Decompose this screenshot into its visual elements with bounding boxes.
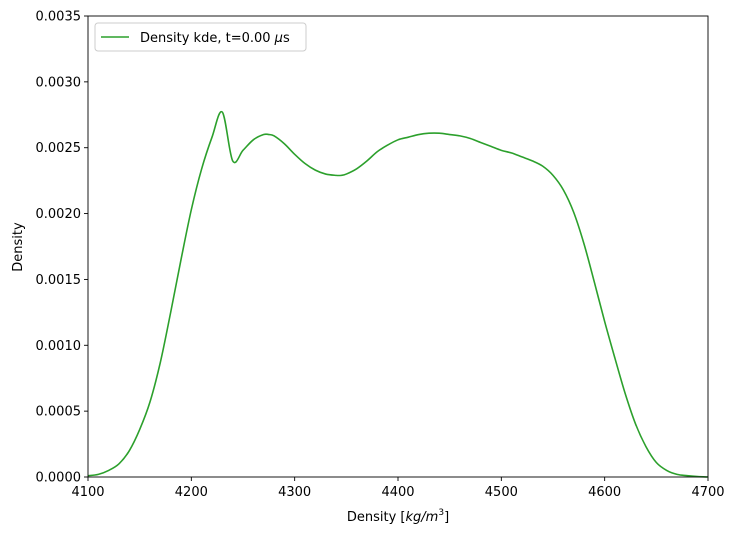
y-axis-label: Density: [11, 222, 26, 272]
x-tick-label: 4200: [175, 485, 208, 500]
y-tick-label: 0.0005: [36, 405, 82, 420]
x-axis-label: Density [kg/m3]: [347, 508, 449, 525]
x-tick-label: 4400: [381, 485, 414, 500]
y-tick-label: 0.0035: [36, 10, 82, 25]
legend: Density kde, t=0.00 μs: [94, 22, 307, 52]
x-axis-ticks: 4100 4200 4300 4400 4500 4600 4700: [71, 477, 725, 500]
x-tick-label: 4700: [691, 485, 724, 500]
y-tick-label: 0.0000: [36, 471, 82, 486]
y-tick-label: 0.0010: [36, 339, 82, 354]
x-tick-label: 4300: [278, 485, 311, 500]
y-tick-label: 0.0015: [36, 273, 82, 288]
kde-curve: [87, 110, 709, 478]
y-tick-label: 0.0025: [36, 141, 82, 156]
x-tick-label: 4100: [71, 485, 104, 500]
legend-entry: Density kde, t=0.00 μs: [140, 31, 290, 46]
plot-frame: [87, 15, 709, 478]
y-tick-label: 0.0020: [36, 207, 82, 222]
legend-box: [94, 22, 307, 52]
y-tick-label: 0.0030: [36, 75, 82, 90]
x-tick-label: 4500: [485, 485, 518, 500]
y-axis-ticks: 0.0000 0.0005 0.0010 0.0015 0.0020 0.0025 0.00…: [36, 10, 88, 486]
x-tick-label: 4600: [588, 485, 621, 500]
